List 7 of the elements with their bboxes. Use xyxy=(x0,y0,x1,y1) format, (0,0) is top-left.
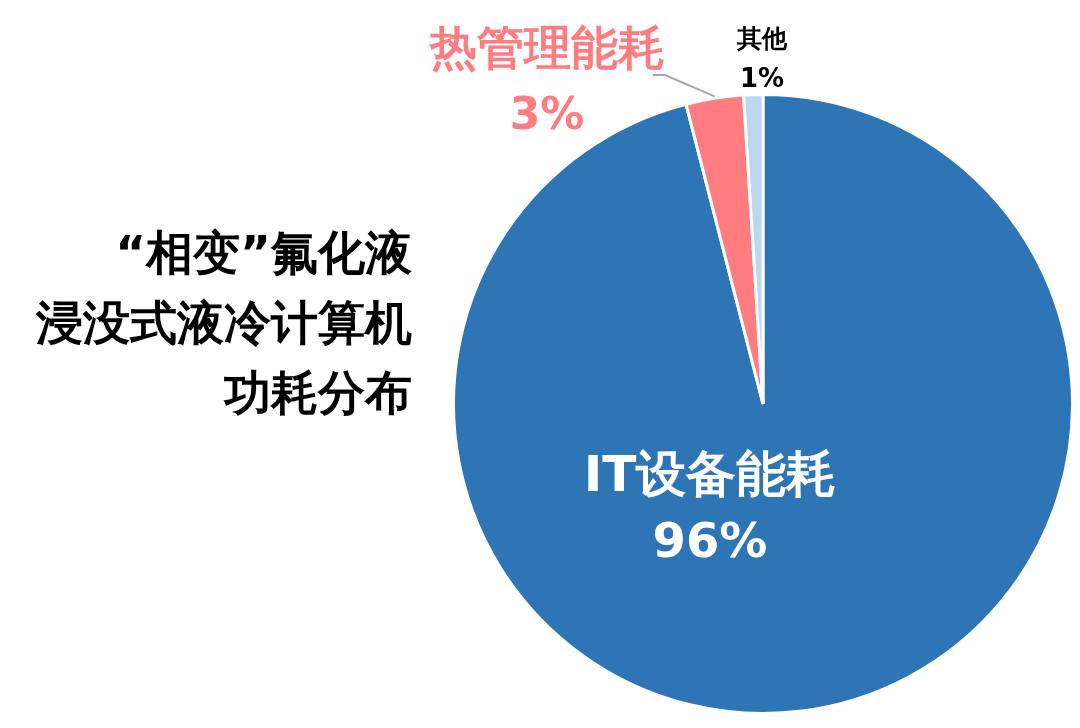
slice-label: 其他 xyxy=(736,23,788,53)
data-label: 1% xyxy=(739,62,785,93)
data-label: 96% xyxy=(652,512,768,569)
slice-label: IT设备能耗 xyxy=(583,444,837,503)
data-label: 3% xyxy=(509,88,585,140)
text: “相变”氟化液浸没式液冷计算机功耗分布 xyxy=(35,224,412,422)
slice-label: 热管理能耗 xyxy=(428,20,665,76)
